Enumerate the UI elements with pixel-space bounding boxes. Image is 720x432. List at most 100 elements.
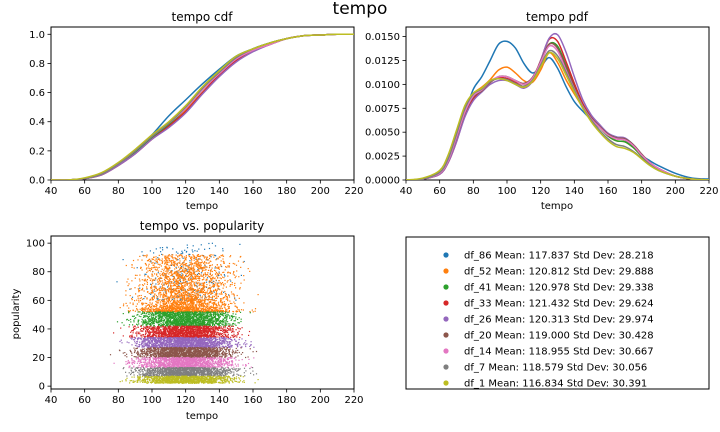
scatter-point [201, 314, 203, 316]
scatter-point [203, 269, 205, 271]
scatter-point [159, 306, 161, 308]
scatter-point [158, 321, 160, 323]
scatter-point [169, 305, 171, 307]
scatter-point [224, 325, 226, 327]
scatter-point [137, 319, 139, 321]
scatter-point [228, 324, 230, 327]
scatter-point [149, 260, 151, 263]
scatter-point [142, 309, 144, 311]
scatter-point [183, 318, 185, 320]
scatter-point [179, 306, 181, 309]
scatter-point [183, 266, 185, 268]
scatter-point [158, 307, 160, 309]
scatter-point [180, 310, 182, 312]
scatter-point [212, 283, 214, 285]
scatter-point [158, 323, 160, 325]
scatter-point [176, 310, 178, 313]
scatter-point [197, 268, 199, 271]
scatter-point [171, 297, 173, 299]
scatter-point [178, 307, 180, 309]
scatter-point [176, 304, 178, 306]
y-tick-label: 0.8 [29, 59, 45, 70]
scatter-point [207, 275, 209, 277]
scatter-point [175, 305, 177, 307]
scatter-point [186, 288, 189, 291]
scatter-point [223, 274, 225, 276]
scatter-point [170, 316, 172, 318]
scatter-point [190, 293, 192, 295]
scatter-point [153, 305, 155, 307]
scatter-point [170, 260, 172, 262]
scatter-point [134, 274, 137, 276]
scatter-point [163, 288, 165, 290]
scatter-point [169, 267, 171, 269]
scatter-point [144, 280, 146, 282]
scatter-point [195, 309, 197, 312]
scatter-point [174, 309, 177, 311]
scatter-point [218, 274, 220, 276]
scatter-point [141, 304, 143, 306]
scatter-point [186, 282, 188, 284]
scatter-point [217, 282, 219, 285]
scatter-point [188, 279, 190, 281]
scatter-point [212, 325, 214, 327]
scatter-point [252, 311, 254, 313]
scatter-point [191, 281, 193, 283]
scatter-point [185, 290, 188, 292]
scatter-point [156, 297, 158, 299]
scatter-point [215, 323, 217, 325]
scatter-point [155, 310, 157, 312]
scatter-point [226, 297, 228, 299]
scatter-point [235, 305, 237, 307]
scatter-point [175, 283, 177, 285]
scatter-point [183, 262, 185, 264]
scatter-point [206, 273, 209, 275]
scatter-point [168, 323, 170, 325]
scatter-point [221, 283, 223, 285]
scatter-point [148, 313, 150, 315]
scatter-point [171, 314, 174, 316]
scatter-point [168, 273, 170, 275]
scatter-point [225, 293, 227, 295]
scatter-point [213, 269, 216, 271]
scatter-point [177, 281, 179, 283]
scatter-point [148, 320, 150, 322]
scatter-point [226, 317, 228, 319]
scatter-point [183, 271, 185, 273]
scatter-point [150, 308, 152, 311]
scatter-point [206, 258, 208, 260]
scatter-point [162, 260, 164, 262]
scatter-point [197, 317, 199, 319]
scatter-point [191, 273, 193, 276]
scatter-point [186, 300, 188, 302]
scatter-point [138, 323, 140, 325]
scatter-point [223, 291, 225, 293]
scatter-point [185, 280, 187, 282]
scatter-point [154, 312, 156, 314]
scatter-point [166, 267, 168, 270]
scatter-point [151, 318, 153, 320]
scatter-point [164, 266, 166, 268]
scatter-point [185, 313, 188, 315]
scatter-point [169, 321, 171, 323]
scatter-point [204, 299, 206, 301]
scatter-point [181, 255, 183, 257]
scatter-point [206, 266, 208, 268]
scatter-point [190, 316, 192, 318]
scatter-point [201, 267, 203, 269]
scatter-point [214, 324, 216, 326]
scatter-point [208, 319, 211, 321]
scatter-point [149, 302, 151, 304]
scatter-point [221, 312, 223, 314]
scatter-point [240, 282, 242, 284]
scatter-point [208, 306, 210, 308]
cdf-axes: tempo cdf tempo 40 60 80 100 120 140 160 180 200… [29, 10, 363, 212]
scatter-point [197, 277, 199, 279]
scatter-point [149, 269, 151, 271]
scatter-point [214, 309, 216, 311]
scatter-point [228, 311, 230, 313]
scatter-point [148, 277, 150, 279]
scatter-point [238, 317, 240, 319]
scatter-point [168, 269, 170, 271]
scatter-point [199, 256, 201, 258]
